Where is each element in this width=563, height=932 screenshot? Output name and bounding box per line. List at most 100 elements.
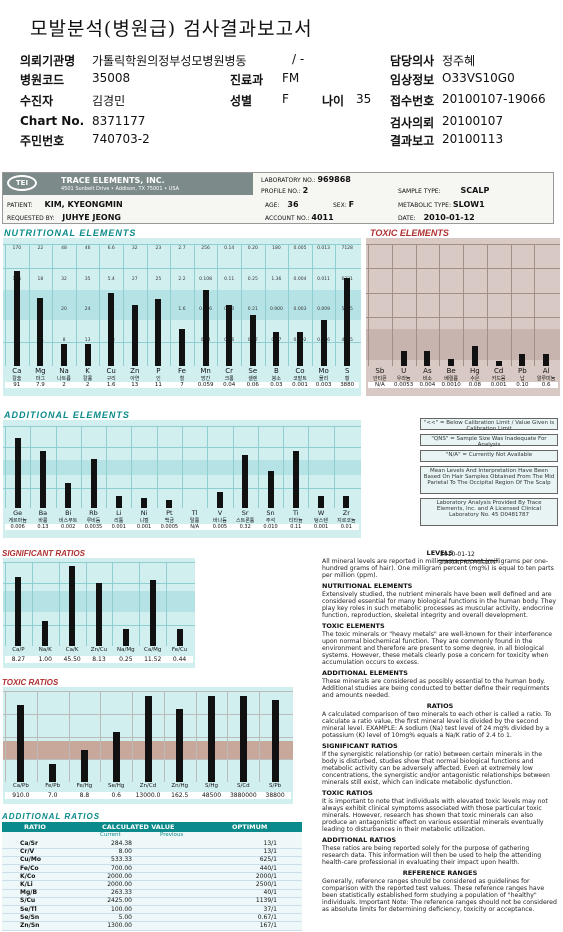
column-divider [195, 691, 197, 782]
bar-zn-hg [176, 709, 184, 782]
bar-k [84, 344, 91, 366]
category-label: S [344, 367, 350, 375]
recv-value: 20100107-19066 [442, 92, 546, 106]
korean-label: 게르마늄 [8, 518, 27, 524]
category-label: Sb [375, 367, 385, 375]
column-divider [283, 426, 285, 508]
column-divider [486, 244, 488, 366]
scale-label: 2.7 [178, 246, 186, 251]
bar-p [155, 298, 162, 366]
bar-ca [13, 270, 20, 366]
bar-ti [292, 450, 299, 508]
scale-label: 22 [37, 246, 44, 251]
category-label: P [156, 367, 161, 375]
req-value: 20100107 [442, 114, 504, 128]
scale-label: 0.005 [293, 246, 307, 251]
category-label: Sr [241, 509, 249, 517]
bar-ba [39, 450, 46, 508]
category-label: Pt [166, 509, 173, 517]
value-label: 0.6 [100, 792, 133, 799]
category-label: S/Hg [205, 783, 219, 789]
column-divider [99, 244, 101, 366]
korean-label: 니켈 [139, 518, 149, 524]
ratio-value: 263.33 [111, 889, 132, 897]
ratio-name: Fe/Co [20, 864, 39, 872]
value-label: 7 [170, 382, 194, 388]
bar-zn [131, 305, 138, 366]
bar-zn-cd [144, 695, 152, 782]
report-title: 모발분석(병원급) 검사결과보고서 [30, 18, 313, 40]
scale-label: 48 [61, 246, 67, 251]
bar-fe-pb [49, 763, 57, 782]
column-divider [308, 426, 310, 508]
explain-text: These minerals are considered as possibl… [322, 678, 550, 699]
value-label: 3880000 [227, 792, 260, 799]
key-item: Mean Levels And Interpretation Have Been… [420, 466, 558, 494]
category-label: Se [248, 367, 258, 375]
ratio-optimum: 0.67/1 [257, 913, 277, 921]
value-label: 0.004 [415, 382, 440, 388]
category-label: Na/K [38, 647, 52, 653]
ratio-value: 533.33 [111, 856, 132, 864]
key-item: "N/A" = Currently Not Available [420, 450, 558, 462]
bar-hg [471, 346, 478, 366]
req-label: 검사의뢰 [390, 116, 435, 130]
explain-text: These ratios are being reported solely f… [322, 845, 542, 866]
column-divider [510, 244, 512, 366]
tox-ratios-chart: Ca/Pb 910.0 Fe/Pb 7.0 Fe/Hg 8.8 Se/Hg 0.6 Zn/Cd 1… [3, 687, 293, 804]
category-label: S/Pb [269, 783, 282, 789]
lab-company: TRACE ELEMENTS, INC. [61, 176, 165, 185]
sig-ratios-chart: Ca/P 8.27 Na/K 1.00 Ca/K 45.50 Zn/Cu 8.13 Na/Mg 0… [3, 558, 195, 668]
ratio-optimum: 13/1 [263, 840, 277, 847]
category-label: Cr [225, 367, 234, 375]
value-label: 1.00 [31, 656, 59, 663]
scale-label: 20 [61, 307, 67, 312]
value-label: 162.5 [163, 792, 196, 799]
value-label: 11.52 [139, 656, 167, 663]
value-label: 0.6 [534, 382, 558, 388]
category-label: Ge [13, 509, 23, 517]
key-date-note: CURRENT TEST RESULTS [438, 560, 498, 566]
column-divider [166, 562, 168, 646]
bar-s [344, 278, 351, 366]
value-label: 0.001 [308, 524, 334, 530]
category-label: Mn [200, 367, 211, 375]
column-divider [232, 426, 234, 508]
value-label: 0.08 [463, 382, 487, 388]
korean-label: 황 [344, 376, 350, 382]
bar-cu [108, 292, 115, 366]
column-divider [80, 426, 82, 508]
category-label: Mo [318, 367, 329, 375]
bar-na-mg [122, 629, 129, 646]
value-label: 0.003 [311, 382, 336, 388]
value-label: 0.11 [283, 524, 309, 530]
explain-heading: RATIOS [426, 702, 454, 710]
scale-label: 35 [84, 276, 91, 282]
value-label: 0.059 [193, 382, 218, 388]
chart-label: Chart No. [20, 114, 85, 128]
hosp-value: 35008 [92, 71, 131, 85]
lab-header: TEI TRACE ELEMENTS, INC. 4501 Sunbelt Dr… [2, 172, 554, 224]
bar-li [115, 495, 122, 508]
bar-ca-pb [17, 704, 25, 782]
column-divider [463, 244, 464, 366]
gridline [3, 562, 195, 563]
category-label: Li [116, 509, 122, 517]
bar-ni [141, 498, 148, 508]
korean-label: 백금 [164, 518, 174, 524]
ratio-value: 2425.00 [107, 897, 132, 905]
value-label: 0.03 [264, 382, 289, 388]
toxic-chart: Sb 안티몬 N/A U 우라늄 0.0053 As 비소 0.004 Be 베릴륨 0.0010 Hg… [366, 238, 560, 396]
category-label: Na/Mg [117, 647, 135, 653]
lab-no-field: LABORATORY NO.: 969868 [261, 175, 351, 184]
row-divider [2, 904, 302, 906]
explain-text: Generally, reference ranges should be co… [322, 878, 557, 913]
scale-label: 0.25 [247, 276, 258, 282]
ratio-name: Ca/Sr [20, 840, 38, 847]
value-label: 0.0035 [80, 524, 107, 530]
row-divider [2, 896, 302, 898]
dept-value: FM [282, 71, 300, 85]
scale-label: 0.20 [247, 246, 258, 251]
tox-ratios-title: TOXIC RATIOS [2, 678, 59, 687]
category-label: Tl [191, 509, 198, 517]
